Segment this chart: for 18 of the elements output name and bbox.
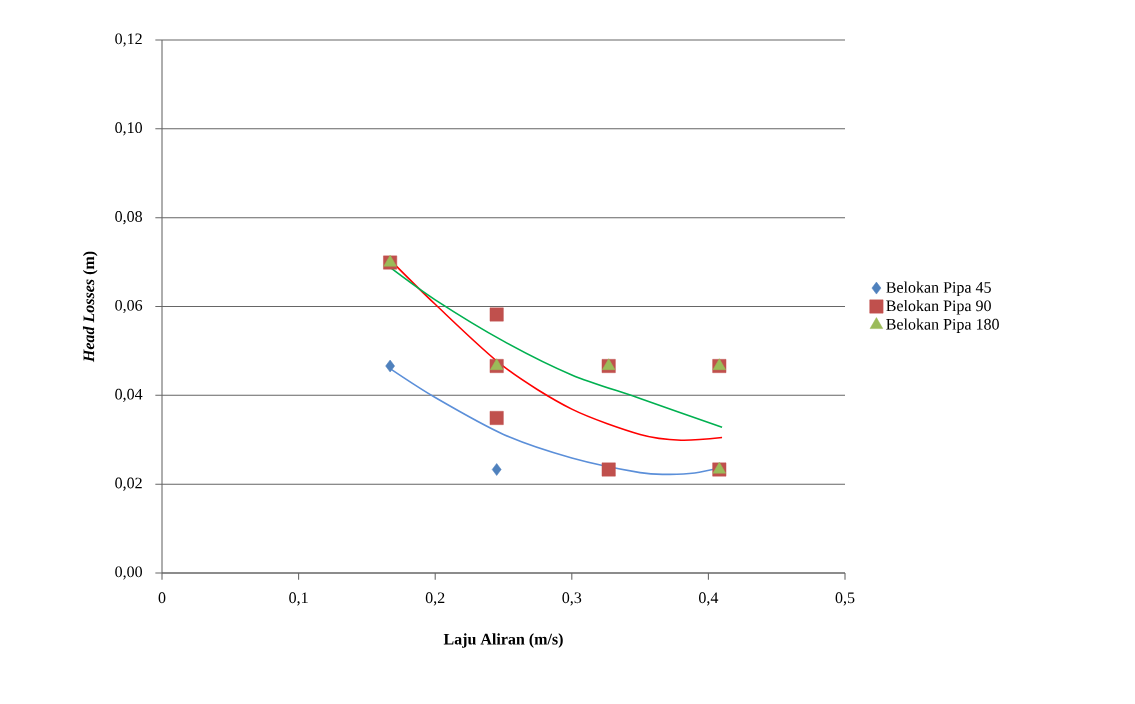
legend-label: Belokan Pipa 45 [886, 281, 991, 297]
y-tick-label: 0,10 [115, 122, 143, 136]
x-tick-label: 0,4 [699, 592, 719, 606]
x-axis-title: Laju Aliran (m/s) [443, 633, 563, 648]
y-tick-label: 0,12 [115, 33, 142, 47]
y-axis-title: Head Losses (m) [82, 251, 98, 363]
x-tick-label: 0 [158, 592, 166, 604]
y-tick-label: 0,00 [115, 566, 143, 580]
y-tick-label: 0,08 [115, 211, 143, 225]
y-tick-label: 0,02 [115, 477, 142, 491]
x-tick-label: 0,5 [835, 592, 855, 606]
x-tick-label: 0,2 [425, 592, 445, 606]
y-tick-label: 0,04 [115, 388, 143, 402]
legend-label: Belokan Pipa 90 [886, 299, 991, 315]
x-tick-label: 0,3 [562, 592, 582, 606]
x-tick-label: 0,1 [289, 592, 308, 606]
legend-label: Belokan Pipa 180 [886, 318, 999, 333]
y-tick-label: 0,06 [115, 299, 143, 314]
